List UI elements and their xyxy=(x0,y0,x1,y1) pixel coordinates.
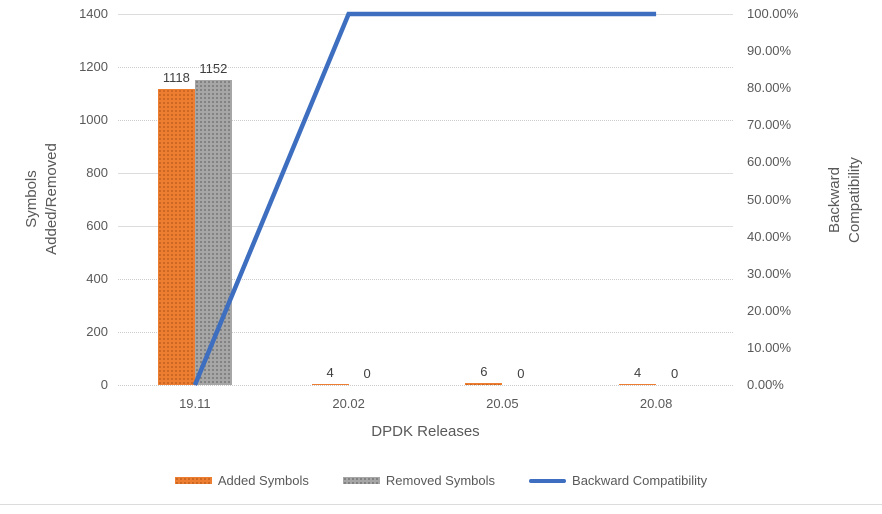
gridline-1000 xyxy=(118,120,733,121)
right-tick-30: 30.00% xyxy=(747,265,792,281)
legend: Added Symbols Removed Symbols Backward C… xyxy=(0,473,882,488)
gridline-200 xyxy=(118,332,733,333)
right-tick-60: 60.00% xyxy=(747,154,792,170)
right-tick-100: 100.00% xyxy=(747,6,799,21)
right-tick-10: 10.00% xyxy=(747,339,792,355)
right-tick-90: 90.00% xyxy=(747,43,792,59)
backward-compatibility-swatch xyxy=(529,478,567,483)
legend-label-removed-symbols: Removed Symbols xyxy=(385,473,496,488)
left-tick-1400: 1400 xyxy=(79,6,108,21)
x-tick-20.08: 20.08 xyxy=(639,396,673,411)
bar-value-label: 0 xyxy=(517,366,525,381)
legend-label-backward-compatibility: Backward Compatibility xyxy=(572,473,708,488)
bar-value-label: 6 xyxy=(480,364,488,379)
bar-added-20.08 xyxy=(619,384,657,385)
left-axis-title-line2: Added/Removed xyxy=(43,143,60,255)
removed-symbols-swatch xyxy=(342,477,380,484)
left-tick-800: 800 xyxy=(86,165,108,180)
bottom-divider xyxy=(0,504,882,505)
legend-label-added-symbols: Added Symbols xyxy=(217,473,309,488)
x-tick-19.11: 19.11 xyxy=(179,396,211,411)
bar-value-label: 0 xyxy=(363,366,371,381)
gridline-0 xyxy=(118,385,733,386)
left-tick-0: 0 xyxy=(100,377,108,392)
bar-value-label: 1118 xyxy=(162,70,190,85)
left-tick-600: 600 xyxy=(86,218,108,233)
backward-compatibility-line xyxy=(192,11,657,386)
added-symbols-swatch xyxy=(174,477,212,484)
bar-added-19.11 xyxy=(157,89,195,385)
gridline-400 xyxy=(118,279,733,280)
bar-value-label: 4 xyxy=(634,365,642,380)
x-tick-20.05: 20.05 xyxy=(486,396,519,411)
right-tick-40: 40.00% xyxy=(747,228,792,244)
right-tick-20: 20.00% xyxy=(747,302,792,318)
x-axis-title: DPDK Releases xyxy=(371,423,480,440)
right-axis-title-line2: Compatibility xyxy=(846,157,863,243)
left-tick-1200: 1200 xyxy=(79,59,108,74)
bar-value-label: 4 xyxy=(326,365,334,380)
legend-item-removed-symbols: Removed Symbols xyxy=(342,473,496,488)
left-axis-title-line1: Symbols xyxy=(23,170,40,228)
right-tick-50: 50.00% xyxy=(747,191,792,207)
gridline-600 xyxy=(118,226,733,227)
bar-value-label: 0 xyxy=(671,366,679,381)
legend-item-backward-compatibility: Backward Compatibility xyxy=(529,473,707,488)
gridline-800 xyxy=(118,173,733,174)
right-tick-0: 0.00% xyxy=(747,377,784,392)
x-tick-20.02: 20.02 xyxy=(332,396,365,411)
right-axis-title-line1: Backward xyxy=(826,167,843,233)
left-tick-1000: 1000 xyxy=(79,112,108,127)
right-tick-80: 80.00% xyxy=(747,80,792,96)
gridline-1200 xyxy=(118,67,733,68)
left-tick-400: 400 xyxy=(86,271,108,286)
right-tick-70: 70.00% xyxy=(747,117,792,133)
legend-item-added-symbols: Added Symbols xyxy=(174,473,309,488)
right-axis-title: Backward Compatibility xyxy=(825,157,865,243)
left-tick-200: 200 xyxy=(86,324,108,339)
left-axis-title: Symbols Added/Removed xyxy=(22,143,62,255)
bar-added-20.02 xyxy=(311,384,349,385)
bar-value-label: 1152 xyxy=(199,61,228,76)
bar-removed-19.11 xyxy=(194,80,232,385)
bar-added-20.05 xyxy=(465,383,503,385)
plot-area: 1118 4 6 4 1152 0 0 0 xyxy=(118,11,733,386)
